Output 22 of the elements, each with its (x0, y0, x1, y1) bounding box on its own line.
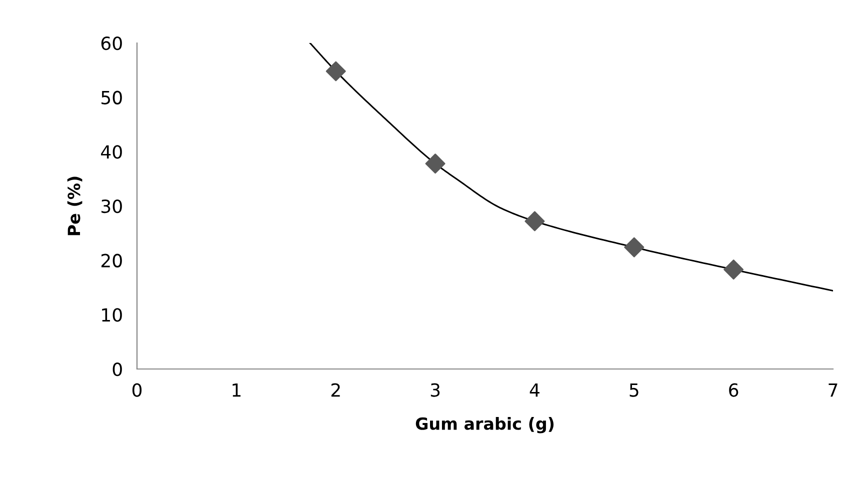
y-tick-label: 40 (101, 145, 122, 159)
x-tick-label: 2 (331, 383, 340, 397)
x-axis-title: Gum arabic (g) (416, 417, 554, 434)
x-tick-label: 0 (132, 383, 142, 397)
point (425, 154, 446, 174)
x-tick-label: 5 (630, 383, 638, 397)
y-tick-label: 0 (112, 362, 122, 376)
x-tick-label: 1 (232, 383, 241, 397)
point (624, 237, 644, 258)
y-tick-label: 30 (102, 199, 122, 214)
y-tick-label: 60 (101, 36, 122, 50)
x-tick-label: 3 (430, 383, 440, 397)
point (326, 61, 346, 82)
y-tick-label: 10 (102, 308, 122, 322)
point (724, 260, 744, 280)
y-tick-label: 50 (102, 90, 122, 104)
x-tick-label: 4 (530, 383, 540, 397)
point (524, 211, 545, 232)
x-tick-label: 7 (828, 383, 838, 397)
y-axis-title: Pe (%) (67, 176, 82, 236)
x-tick-label: 6 (729, 383, 738, 397)
y-tick-label: 20 (101, 254, 122, 268)
